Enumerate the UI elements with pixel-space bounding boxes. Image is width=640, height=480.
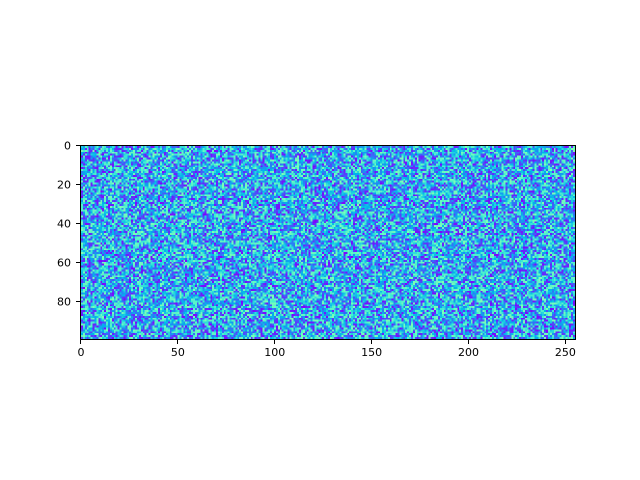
plot-axes bbox=[80, 145, 576, 340]
y-tick-mark bbox=[76, 145, 80, 147]
x-tick-label: 100 bbox=[264, 346, 286, 359]
x-tick-mark bbox=[274, 340, 276, 344]
x-tick-mark bbox=[467, 340, 469, 344]
y-tick-mark bbox=[76, 184, 80, 186]
x-tick-label: 0 bbox=[77, 346, 85, 359]
heatmap-image bbox=[81, 146, 575, 339]
x-tick-mark bbox=[80, 340, 82, 344]
y-tick-mark bbox=[76, 223, 80, 225]
y-tick-label: 60 bbox=[57, 256, 71, 270]
x-tick-mark bbox=[371, 340, 373, 344]
y-tick-label: 20 bbox=[57, 178, 71, 192]
y-tick-mark bbox=[76, 301, 80, 303]
x-tick-label: 50 bbox=[170, 346, 185, 359]
y-tick-label: 40 bbox=[57, 217, 71, 231]
x-tick-label: 200 bbox=[457, 346, 479, 359]
x-tick-mark bbox=[177, 340, 179, 344]
x-tick-mark bbox=[564, 340, 566, 344]
y-tick-mark bbox=[76, 262, 80, 264]
y-axis: 0 20 40 60 80 bbox=[0, 139, 80, 340]
x-axis: 0 50 100 150 200 250 bbox=[77, 340, 576, 366]
x-tick-label: 150 bbox=[361, 346, 383, 359]
x-tick-label: 250 bbox=[554, 346, 576, 359]
y-tick-label: 0 bbox=[64, 139, 71, 153]
y-tick-label: 80 bbox=[57, 295, 71, 309]
